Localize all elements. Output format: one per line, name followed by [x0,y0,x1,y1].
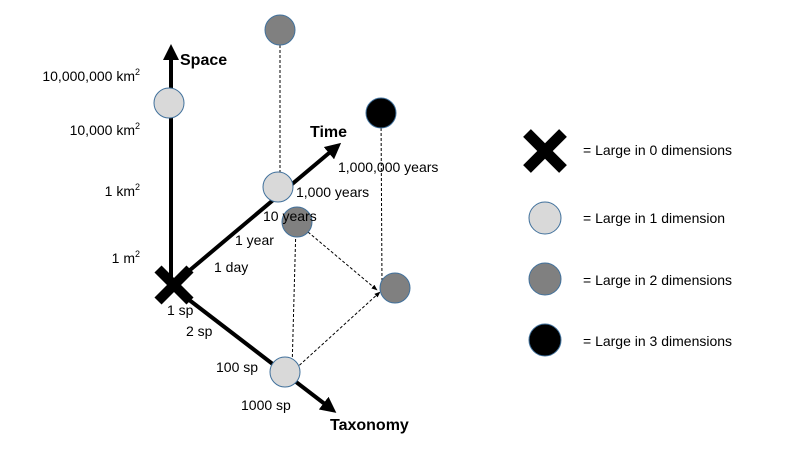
time-tick-labels: 1,000,000 years 1,000 years 10 years 1 y… [214,159,438,275]
taxonomy-tick: 1 sp [167,302,194,318]
taxonomy-tick: 1000 sp [241,397,291,413]
circle-light-taxonomy [269,356,301,388]
projection-lines [279,30,383,373]
circle-medium-top [264,14,296,46]
dash-to-medium-from-time [307,231,378,291]
dash-to-medium-from-taxonomy [291,291,381,373]
taxonomy-axis-title: Taxonomy [330,417,409,434]
taxonomy-tick-labels: 1 sp 2 sp 100 sp 1000 sp [167,302,291,413]
legend-marker-dark [528,323,562,357]
circle-light-time [262,171,294,203]
space-tick: 10,000,000 km2 [42,67,140,84]
time-tick: 1,000 years [296,184,369,200]
data-circles [153,14,411,388]
legend-marker-light [528,201,562,235]
space-tick: 1 m2 [112,249,140,266]
circle-medium-time [281,206,313,238]
circle-medium-right [379,272,411,304]
legend-item: = Large in 2 dimensions [528,262,732,296]
legend-item: = Large in 0 dimensions [523,129,732,173]
taxonomy-axis [169,284,337,413]
time-tick: 1 year [235,232,274,248]
legend-label: = Large in 0 dimensions [583,142,732,158]
circle-light-space [153,87,185,119]
dash-dark-vertical [380,112,383,287]
space-tick: 10,000 km2 [70,121,140,138]
cross-icon [523,129,567,173]
taxonomy-tick: 100 sp [216,359,258,375]
time-tick: 10 years [263,208,317,224]
time-tick: 1 day [214,259,248,275]
legend-item: = Large in 3 dimensions [528,323,732,357]
circle-dark [365,97,397,129]
space-axis-title: Space [180,52,227,69]
taxonomy-tick: 2 sp [186,323,213,339]
legend-marker-medium [528,262,562,296]
time-axis-title: Time [310,124,347,141]
legend-label: = Large in 3 dimensions [583,333,732,349]
time-tick: 1,000,000 years [338,159,438,175]
legend-label: = Large in 1 dimension [583,210,725,226]
dash-time-taxonomy-vertical [291,223,297,371]
legend: = Large in 0 dimensions = Large in 1 dim… [523,129,732,357]
space-tick: 1 km2 [105,182,140,199]
legend-label: = Large in 2 dimensions [583,272,732,288]
cross-icon [154,265,194,305]
legend-item: = Large in 1 dimension [528,201,725,235]
time-axis [169,142,342,288]
space-tick-labels: 10,000,000 km2 10,000 km2 1 km2 1 m2 [42,67,140,266]
